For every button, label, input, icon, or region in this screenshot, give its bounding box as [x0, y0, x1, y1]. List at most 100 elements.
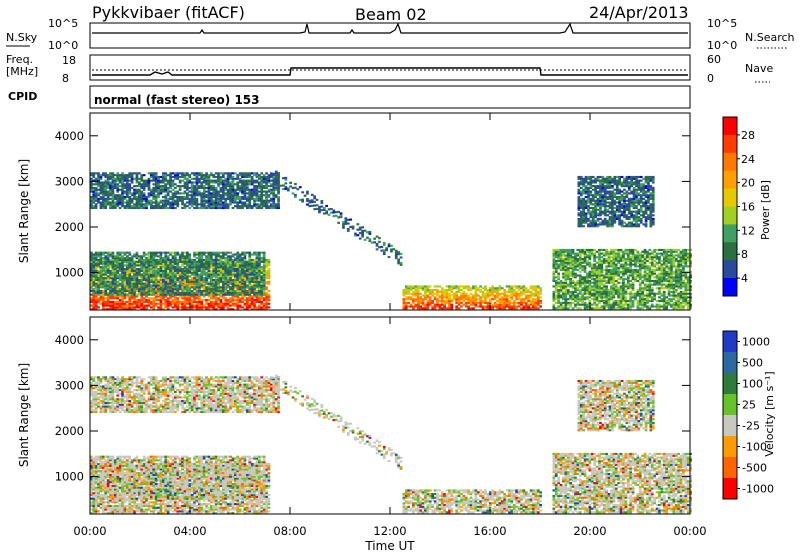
power-cell-far-range-patches — [123, 183, 127, 186]
power-cell-far-range-patches — [147, 188, 151, 191]
power-cell-diagonal-feature — [306, 203, 309, 206]
power-cell-mid-range-band — [207, 258, 211, 262]
power-cell-near-range-band — [123, 295, 127, 298]
power-cell-near-range-band — [174, 295, 177, 298]
power-cell-near-range-band — [250, 284, 254, 287]
power-cell-mid-range-band — [193, 288, 196, 291]
power-cell-mid-range-band — [140, 260, 144, 263]
power-cell-mid-range-band — [114, 282, 117, 285]
power-cell-mid-range-band — [238, 275, 242, 278]
power-cell-mid-range-band — [135, 260, 139, 263]
power-cell-mid-range-band — [207, 260, 211, 263]
power-cell-near-range-band — [238, 300, 242, 304]
power-cell-far-range-patches — [111, 175, 115, 179]
power-cell-far-range-patches — [145, 199, 148, 202]
power-cell-near-range-band — [231, 271, 235, 274]
power-cell-near-range-band — [226, 306, 230, 309]
power-cell-mid-range-band — [142, 264, 146, 267]
power-cell-far-range-patches — [219, 179, 223, 182]
power-cell-mid-range-band — [236, 268, 240, 271]
power-cell-mid-range-band — [231, 286, 235, 289]
power-cell-far-range-patches — [219, 194, 223, 197]
power-cell-near-range-band — [207, 306, 211, 309]
power-cell-afternoon-near-range-echo — [529, 287, 533, 290]
power-cell-mid-range-band — [133, 284, 136, 287]
power-cell-diagonal-feature — [387, 256, 391, 259]
power-cell-mid-range-band — [154, 278, 158, 282]
power-cell-afternoon-near-range-echo — [450, 303, 454, 306]
power-cell-far-range-patches — [94, 172, 98, 175]
power-cell-near-range-band — [210, 304, 213, 307]
power-cell-mid-range-band — [152, 291, 156, 294]
power-cell-afternoon-near-range-echo — [474, 305, 478, 308]
power-cell-far-range-patches — [207, 190, 211, 193]
power-cell-far-range-patches — [219, 195, 223, 199]
power-cell-mid-range-band — [183, 277, 187, 280]
power-cell-afternoon-near-range-echo — [412, 285, 415, 288]
power-cell-far-range-patches — [102, 174, 105, 177]
power-cell-afternoon-near-range-echo — [404, 287, 408, 290]
power-cell-afternoon-near-range-echo — [436, 289, 439, 292]
power-cell-far-range-patches — [169, 201, 172, 204]
power-cell-far-range-patches — [272, 206, 276, 210]
power-cell-near-range-band — [174, 300, 177, 304]
power-cell-far-range-patches — [99, 174, 103, 177]
power-cell-near-range-band — [99, 299, 103, 302]
power-cell-far-range-patches — [222, 175, 225, 179]
power-cell-mid-range-band — [219, 264, 223, 267]
power-cell-far-range-patches — [111, 174, 115, 177]
power-cell-mid-range-band — [229, 268, 232, 271]
power-cell-mid-range-band — [200, 264, 204, 267]
power-cell-afternoon-near-range-echo — [452, 298, 456, 301]
power-cell-far-range-patches — [133, 172, 136, 175]
power-cell-near-range-band — [246, 300, 249, 304]
power-cell-afternoon-near-range-echo — [484, 301, 487, 304]
power-cell-far-range-patches — [188, 206, 192, 210]
power-cell-afternoon-near-range-echo — [407, 301, 410, 304]
power-cell-mid-range-band — [106, 266, 110, 269]
power-cell-afternoon-near-range-echo — [529, 303, 533, 306]
power-cell-far-range-patches — [126, 195, 129, 199]
power-cell-mid-range-band — [186, 291, 189, 294]
power-cell-afternoon-near-range-echo — [407, 287, 410, 290]
power-cell-near-range-band — [133, 271, 136, 274]
power-cell-far-range-patches — [162, 185, 165, 188]
power-cell-mid-range-band — [169, 289, 172, 293]
power-cell-mid-range-band — [92, 260, 96, 263]
power-cell-mid-range-band — [169, 266, 172, 269]
power-cell-afternoon-near-range-echo — [419, 287, 422, 290]
power-cell-far-range-patches — [135, 181, 139, 184]
power-cell-mid-range-band — [157, 273, 160, 276]
power-cell-afternoon-near-range-echo — [522, 292, 526, 295]
power-cell-near-range-band — [106, 300, 110, 304]
freq-left-unit: [MHz] — [6, 65, 38, 78]
power-cell-mid-range-band — [234, 257, 237, 260]
power-cell-mid-range-band — [224, 288, 228, 291]
power-cell-far-range-patches — [152, 188, 156, 191]
power-cell-mid-range-band — [217, 260, 220, 263]
power-cell-far-range-patches — [260, 201, 264, 204]
power-cell-far-range-patches — [205, 174, 208, 177]
power-cell-far-range-patches — [202, 203, 206, 206]
power-cell-mid-range-band — [106, 253, 110, 256]
power-cell-far-range-patches — [231, 181, 235, 184]
power-cell-far-range-patches — [176, 185, 180, 188]
power-cell-far-range-patches — [241, 203, 244, 206]
power-cell-far-range-patches — [176, 175, 180, 179]
power-cell-afternoon-near-range-echo — [539, 305, 542, 308]
power-cell-far-range-patches — [140, 192, 144, 195]
power-cell-near-range-band — [138, 262, 141, 265]
power-cell-far-range-patches — [222, 188, 225, 191]
power-cell-far-range-patches — [90, 172, 93, 175]
power-cell-near-range-band — [118, 299, 122, 302]
power-cell-near-range-band — [114, 297, 117, 300]
power-cell-mid-range-band — [186, 257, 189, 260]
power-cell-far-range-patches — [111, 199, 115, 202]
power-cell-mid-range-band — [212, 291, 216, 294]
power-cell-far-range-patches — [258, 183, 261, 186]
power-cell-far-range-patches — [109, 192, 112, 195]
power-cell-far-range-patches — [277, 190, 280, 193]
power-cell-afternoon-near-range-echo — [421, 287, 425, 290]
power-cell-diagonal-feature — [390, 244, 393, 247]
power-cell-afternoon-near-range-echo — [534, 307, 538, 310]
